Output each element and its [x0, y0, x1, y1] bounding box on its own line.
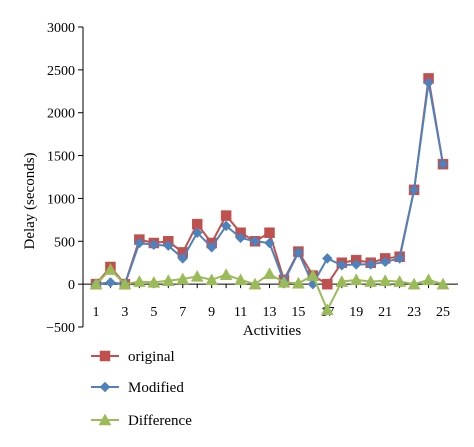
data-point [277, 275, 291, 288]
data-point [407, 277, 421, 290]
data-point [408, 184, 420, 196]
data-point [306, 269, 320, 281]
data-point [321, 253, 333, 264]
data-point [148, 239, 160, 251]
y-axis-ticks: −500 0 500 1000 1500 2000 2500 3000 [46, 21, 83, 336]
series-line [95, 82, 444, 287]
data-point [118, 277, 132, 290]
data-point [350, 259, 362, 270]
legend-item: original [91, 349, 175, 365]
data-point [264, 237, 275, 249]
y-tick-label: 500 [54, 235, 75, 250]
data-point [365, 259, 377, 270]
legend: original Modified Difference [91, 349, 192, 429]
y-tick-label: 1000 [47, 192, 75, 207]
series-layer [89, 73, 450, 316]
data-point [378, 274, 392, 286]
y-tick-label: 2500 [47, 64, 75, 79]
data-point [336, 259, 348, 271]
data-point [423, 77, 434, 89]
y-tick-label: 1500 [47, 150, 75, 165]
legend-marker [98, 413, 112, 426]
data-point [190, 269, 204, 282]
data-point [394, 253, 405, 264]
x-tick-label: 1 [93, 305, 100, 320]
x-axis-title: Activities [243, 323, 301, 339]
y-tick-label: 3000 [47, 21, 75, 36]
legend-item: Difference [91, 413, 192, 429]
data-point [206, 241, 218, 253]
data-point [291, 276, 305, 289]
series-line [95, 78, 444, 287]
legend-label: original [128, 349, 175, 365]
legend-marker [99, 350, 111, 362]
legend-item: Modified [91, 380, 184, 396]
data-point [162, 240, 174, 251]
data-point [177, 253, 189, 264]
data-point [220, 210, 232, 221]
data-point [134, 237, 145, 249]
data-point [235, 232, 246, 244]
data-point [264, 227, 275, 238]
x-axis-ticks: 135791113151719212325 [93, 284, 450, 320]
data-point [176, 272, 190, 285]
x-tick-label: 11 [234, 305, 247, 320]
data-point [104, 263, 117, 275]
x-tick-label: 13 [263, 305, 277, 320]
x-tick-label: 7 [179, 305, 186, 320]
x-tick-label: 25 [436, 305, 450, 320]
x-tick-label: 9 [208, 305, 215, 320]
x-tick-label: 23 [407, 305, 421, 320]
data-point [161, 274, 175, 286]
data-point [393, 275, 407, 287]
data-point [248, 277, 262, 290]
data-point [437, 158, 449, 170]
data-point [220, 220, 232, 232]
x-tick-label: 19 [349, 305, 363, 320]
data-point [89, 277, 103, 290]
data-point [379, 256, 391, 268]
data-point [132, 275, 146, 287]
y-tick-label: −500 [46, 321, 75, 336]
series-original [90, 73, 449, 290]
data-point [147, 275, 161, 288]
data-point [219, 268, 233, 280]
data-point [234, 273, 248, 286]
y-tick-label: 2000 [47, 107, 75, 122]
data-point [422, 273, 435, 286]
data-point [293, 247, 304, 258]
y-tick-label: 0 [68, 278, 75, 293]
legend-marker [99, 381, 111, 393]
data-point [320, 303, 334, 316]
x-tick-label: 3 [121, 305, 128, 320]
x-tick-label: 15 [291, 305, 305, 320]
data-point [349, 273, 363, 286]
data-point [364, 275, 378, 287]
data-point [205, 273, 219, 286]
data-point [335, 275, 349, 287]
y-axis-title: Delay (seconds) [22, 152, 38, 249]
x-tick-label: 5 [150, 305, 157, 320]
data-point [263, 267, 276, 280]
series-difference [89, 263, 450, 316]
legend-label: Modified [128, 380, 184, 396]
data-point [436, 277, 450, 290]
legend-label: Difference [128, 413, 192, 429]
data-point [249, 235, 261, 247]
x-tick-label: 21 [378, 305, 392, 320]
data-point [191, 227, 203, 239]
data-point [322, 278, 333, 290]
data-point [105, 277, 116, 288]
